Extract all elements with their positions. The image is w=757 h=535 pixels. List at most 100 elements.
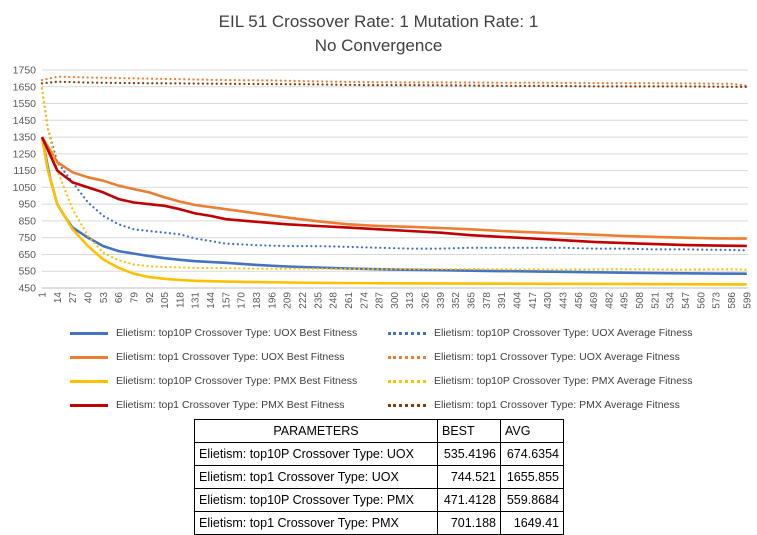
y-tick-label: 1250: [13, 148, 37, 160]
param-cell: Elietism: top1 Crossover Type: UOX: [194, 465, 438, 489]
y-tick-label: 850: [18, 215, 36, 227]
series-line: [40, 136, 747, 275]
x-tick-label: 274: [359, 292, 370, 309]
legend-item: Elietism: top10P Crossover Type: UOX Bes…: [70, 327, 357, 339]
series-line: [40, 87, 748, 252]
header-best: BEST: [437, 419, 501, 443]
x-tick-label: 157: [221, 292, 232, 309]
table-header-row: PARAMETERS BEST AVG: [194, 419, 564, 443]
y-tick-label: 1750: [13, 65, 37, 77]
x-tick-label: 222: [298, 292, 309, 309]
x-tick-label: 469: [589, 292, 600, 309]
legend-item: Elietism: top10P Crossover Type: PMX Ave…: [388, 375, 693, 387]
y-tick-label: 1450: [13, 115, 37, 127]
x-tick-label: 196: [267, 292, 278, 309]
avg-cell: 1649.41: [500, 511, 564, 535]
x-tick-label: 53: [99, 292, 110, 304]
legend-label: Elietism: top1 Crossover Type: UOX Avera…: [434, 351, 680, 363]
y-tick-label: 1550: [13, 98, 37, 110]
param-cell: Elietism: top1 Crossover Type: PMX: [194, 511, 438, 535]
param-cell: Elietism: top10P Crossover Type: UOX: [194, 442, 438, 466]
x-tick-label: 456: [574, 292, 585, 309]
x-tick-label: 599: [742, 292, 753, 309]
legend-item: Elietism: top1 Crossover Type: PMX Avera…: [388, 399, 680, 411]
legend-label: Elietism: top1 Crossover Type: PMX Avera…: [434, 399, 680, 411]
y-tick-label: 1650: [13, 81, 37, 93]
y-tick-label: 550: [18, 266, 36, 278]
series-line: [40, 80, 748, 88]
chart-subtitle: No Convergence: [314, 36, 443, 55]
x-tick-label: 209: [283, 292, 294, 309]
legend-label: Elietism: top1 Crossover Type: PMX Best …: [116, 399, 345, 411]
y-tick-label: 1050: [13, 182, 37, 194]
x-tick-label: 287: [375, 292, 386, 309]
legend-item: Elietism: top1 Crossover Type: UOX Best …: [70, 351, 345, 363]
legend-item: Elietism: top1 Crossover Type: PMX Best …: [70, 399, 345, 411]
x-tick-label: 14: [53, 292, 64, 304]
series-line: [40, 136, 747, 248]
table-row: Elietism: top10P Crossover Type: PMX 471…: [194, 488, 564, 512]
legend-label: Elietism: top10P Crossover Type: UOX Bes…: [116, 327, 358, 339]
legend-swatch: [388, 403, 426, 407]
table-row: Elietism: top10P Crossover Type: UOX 535…: [194, 442, 564, 466]
avg-cell: 559.8684: [500, 488, 564, 512]
x-tick-label: 131: [191, 292, 202, 309]
series-line: [40, 136, 747, 286]
table-row: Elietism: top1 Crossover Type: UOX 744.5…: [194, 465, 564, 489]
y-tick-label: 950: [18, 199, 36, 211]
chart-title: EIL 51 Crossover Rate: 1 Mutation Rate: …: [218, 12, 539, 31]
x-tick-label: 66: [114, 292, 125, 304]
parameters-table: PARAMETERS BEST AVG Elietism: top10P Cro…: [194, 419, 564, 535]
x-tick-label: 560: [696, 292, 707, 309]
header-avg: AVG: [500, 419, 564, 443]
x-tick-label: 417: [528, 292, 539, 309]
legend-swatch: [388, 331, 426, 335]
legend-label: Elietism: top10P Crossover Type: UOX Ave…: [434, 327, 693, 339]
x-tick-label: 443: [558, 292, 569, 309]
legend-swatch: [70, 331, 108, 335]
x-tick-label: 248: [329, 292, 340, 309]
x-tick-label: 40: [83, 292, 94, 304]
legend-swatch: [388, 355, 426, 359]
legend-swatch: [70, 379, 108, 383]
x-tick-label: 391: [497, 292, 508, 309]
x-tick-label: 105: [160, 292, 171, 309]
x-tick-label: 339: [436, 292, 447, 309]
series-line: [40, 75, 748, 87]
avg-cell: 1655.855: [500, 465, 564, 489]
x-tick-label: 495: [620, 292, 631, 309]
x-tick-label: 352: [451, 292, 462, 309]
x-tick-label: 300: [390, 292, 401, 309]
x-tick-label: 1: [38, 292, 49, 298]
param-cell: Elietism: top10P Crossover Type: PMX: [194, 488, 438, 512]
x-tick-label: 261: [344, 292, 355, 309]
x-tick-label: 170: [237, 292, 248, 309]
legend-label: Elietism: top10P Crossover Type: PMX Bes…: [116, 375, 358, 387]
best-cell: 471.4128: [437, 488, 501, 512]
legend-swatch: [70, 403, 108, 407]
legend-label: Elietism: top1 Crossover Type: UOX Best …: [116, 351, 345, 363]
x-tick-label: 547: [681, 292, 692, 309]
x-tick-label: 92: [145, 292, 156, 304]
x-tick-label: 365: [467, 292, 478, 309]
header-parameters: PARAMETERS: [194, 419, 438, 443]
y-tick-label: 1350: [13, 132, 37, 144]
line-chart: 4505506507508509501050115012501350145015…: [13, 65, 754, 309]
x-tick-label: 534: [666, 292, 677, 309]
x-tick-label: 144: [206, 292, 217, 309]
avg-cell: 674.6354: [500, 442, 564, 466]
legend-item: Elietism: top10P Crossover Type: PMX Bes…: [70, 375, 357, 387]
y-tick-label: 650: [18, 249, 36, 261]
y-tick-label: 750: [18, 232, 36, 244]
legend-item: Elietism: top1 Crossover Type: UOX Avera…: [388, 351, 680, 363]
series-line: [40, 136, 747, 240]
legend-swatch: [388, 379, 426, 383]
x-tick-label: 404: [512, 292, 523, 309]
table-row: Elietism: top1 Crossover Type: PMX 701.1…: [194, 511, 564, 535]
x-tick-label: 573: [712, 292, 723, 309]
legend-label: Elietism: top10P Crossover Type: PMX Ave…: [434, 375, 693, 387]
x-tick-label: 183: [252, 292, 263, 309]
x-tick-label: 79: [129, 292, 140, 304]
x-tick-label: 521: [650, 292, 661, 309]
y-tick-label: 450: [18, 283, 36, 295]
